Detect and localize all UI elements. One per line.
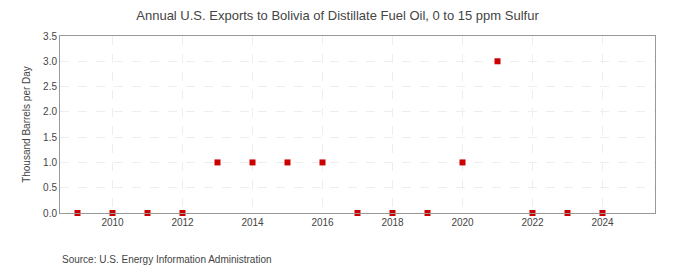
svg-text:3.5: 3.5 — [43, 31, 57, 42]
svg-text:2018: 2018 — [381, 217, 404, 228]
svg-text:2022: 2022 — [521, 217, 544, 228]
svg-text:2014: 2014 — [241, 217, 264, 228]
svg-text:2016: 2016 — [311, 217, 334, 228]
svg-text:2012: 2012 — [171, 217, 194, 228]
svg-text:Thousand Barrels per Day: Thousand Barrels per Day — [21, 66, 32, 183]
svg-text:1.5: 1.5 — [43, 132, 57, 143]
svg-text:2010: 2010 — [101, 217, 124, 228]
svg-text:2024: 2024 — [591, 217, 614, 228]
svg-text:0.0: 0.0 — [43, 208, 57, 219]
svg-text:2.0: 2.0 — [43, 106, 57, 117]
svg-text:1.0: 1.0 — [43, 157, 57, 168]
svg-text:2.5: 2.5 — [43, 81, 57, 92]
svg-text:Source: U.S. Energy Informatio: Source: U.S. Energy Information Administ… — [62, 254, 272, 265]
svg-text:0.5: 0.5 — [43, 182, 57, 193]
svg-text:2020: 2020 — [451, 217, 474, 228]
svg-text:3.0: 3.0 — [43, 56, 57, 67]
svg-text:Annual U.S. Exports to Bolivia: Annual U.S. Exports to Bolivia of Distil… — [136, 8, 539, 23]
